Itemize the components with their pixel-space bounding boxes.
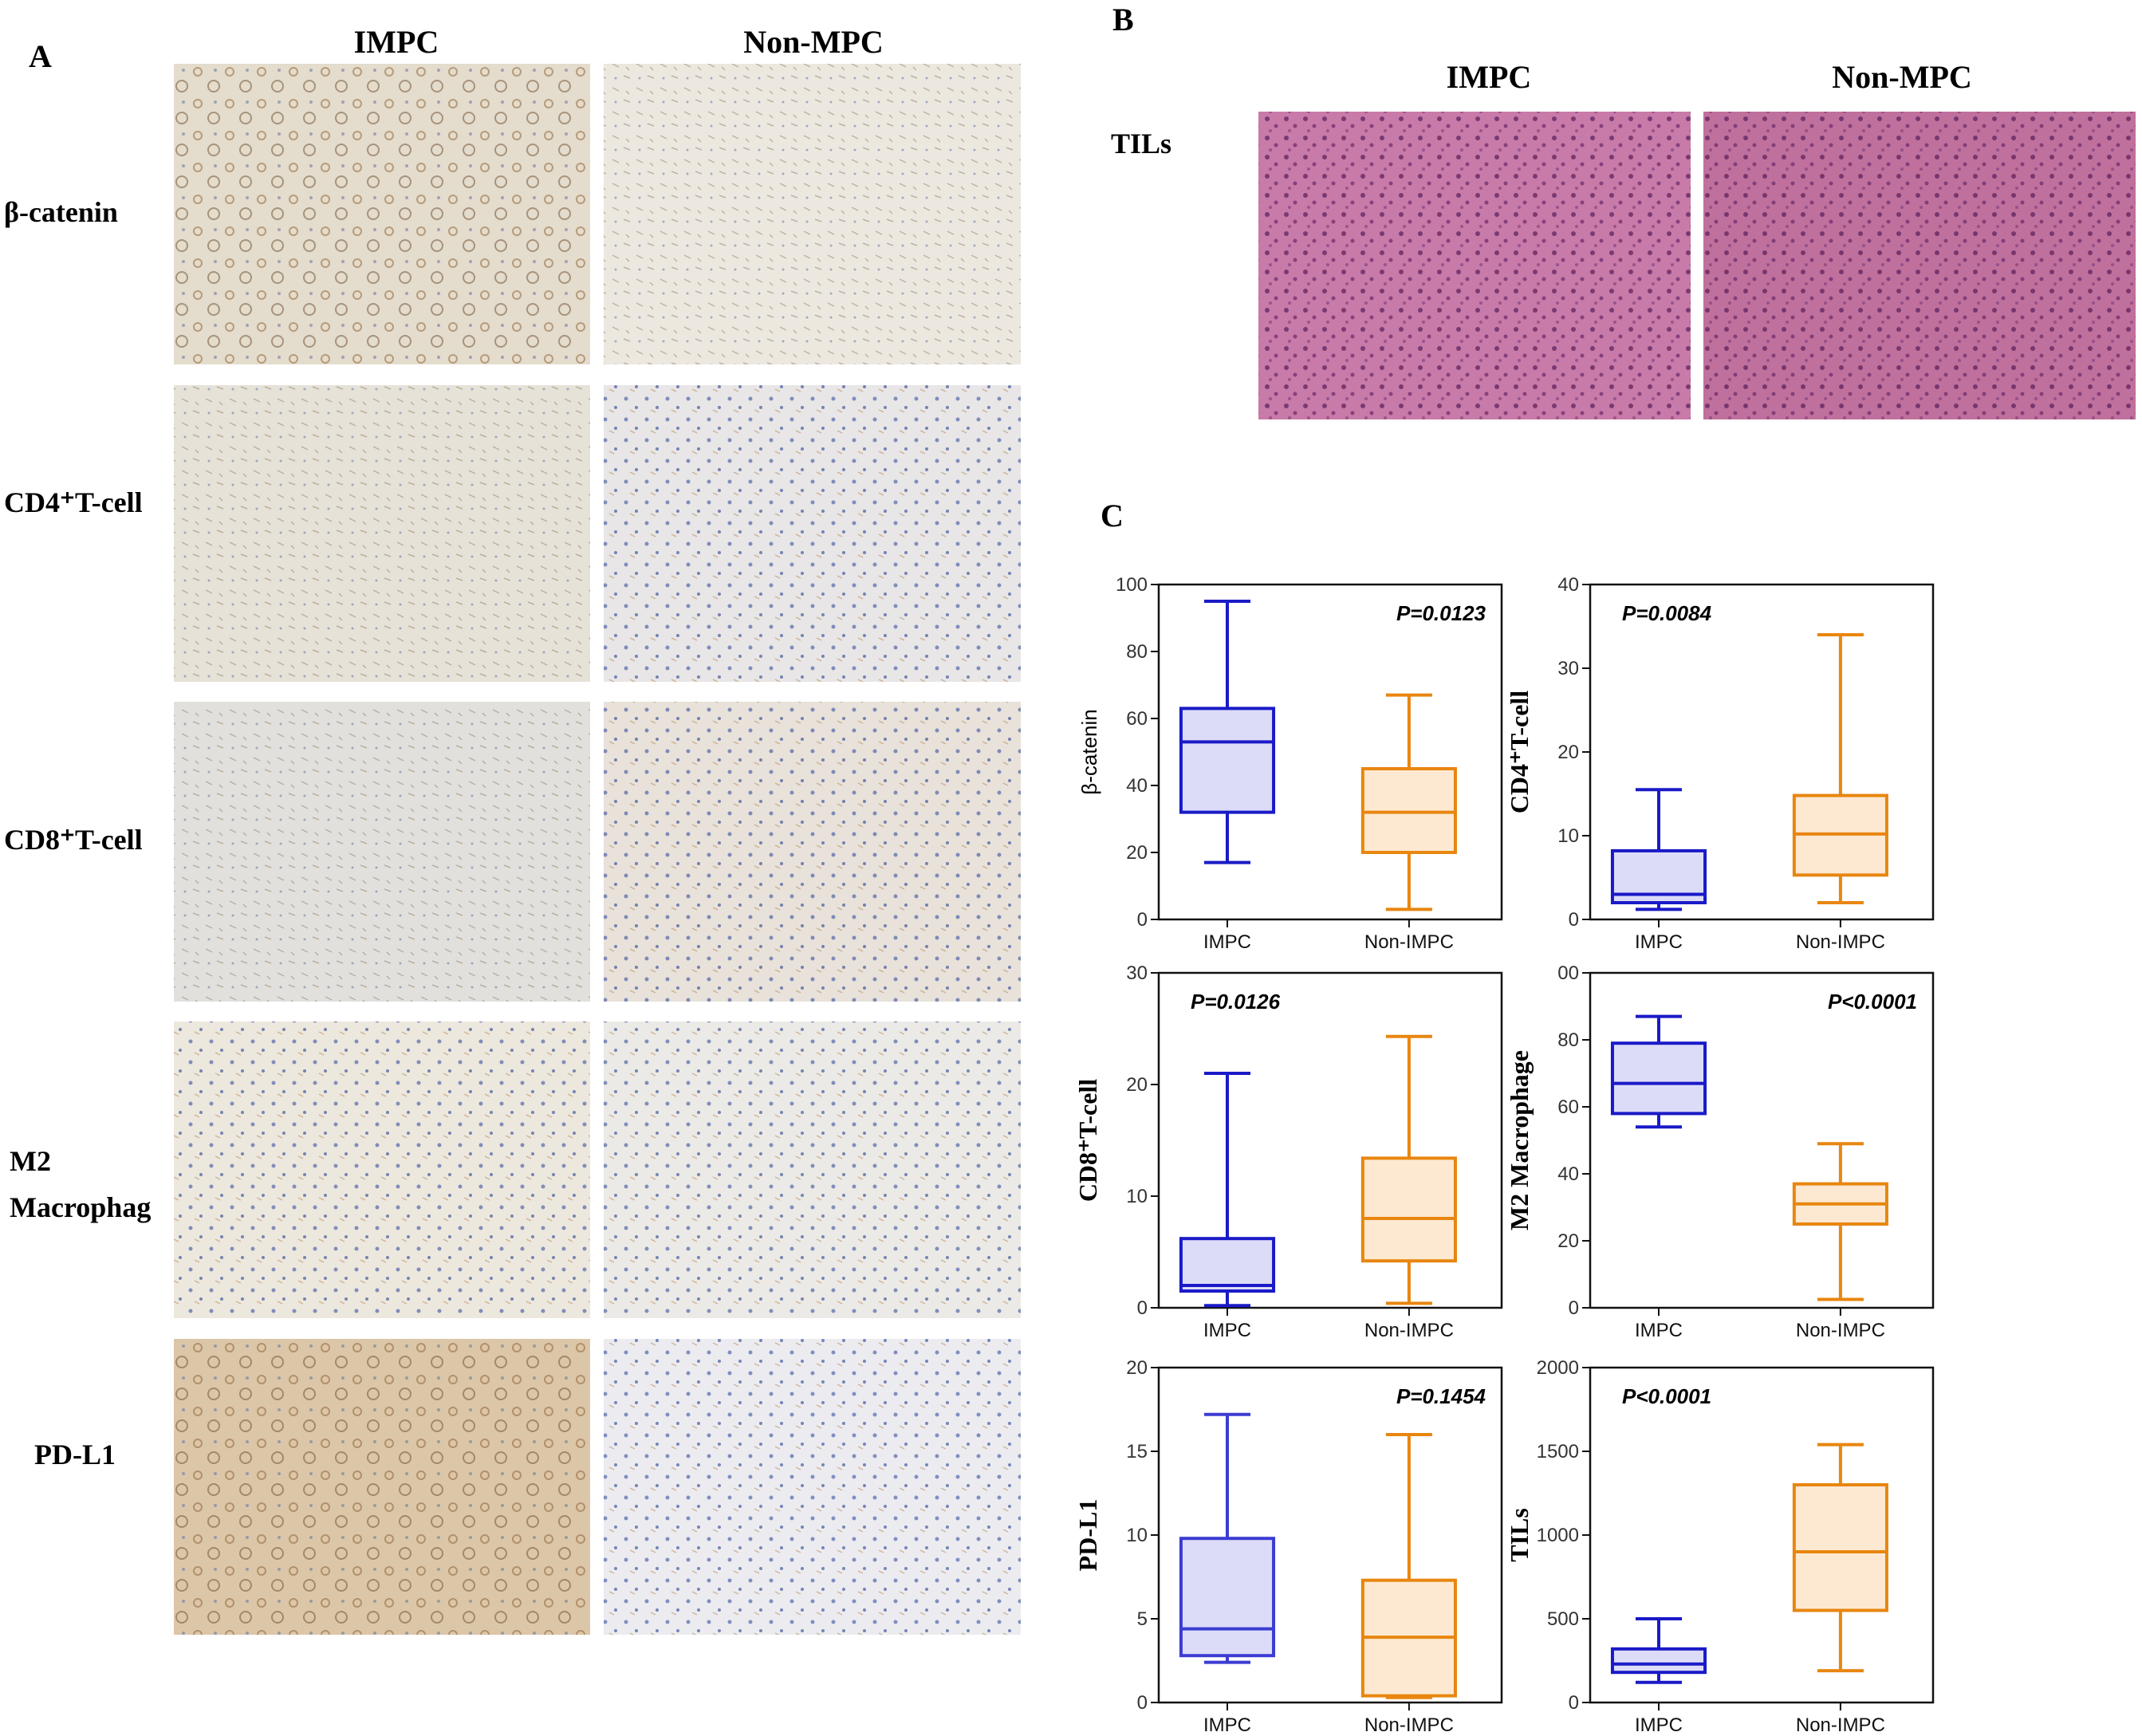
y-tick-label: 20 — [1557, 1230, 1579, 1252]
p-value: P=0.0123 — [1396, 601, 1486, 625]
y-tick-label: 0 — [1569, 909, 1579, 931]
y-tick-label: 80 — [1557, 1029, 1579, 1051]
x-tick-label: IMPC — [1203, 1714, 1251, 1736]
box — [1360, 1156, 1457, 1263]
y-tick-label: 30 — [1126, 962, 1148, 984]
box — [1792, 1483, 1888, 1612]
x-tick-label: Non-IMPC — [1796, 1320, 1885, 1341]
row-label: M2 — [10, 1145, 51, 1177]
y-tick-label: 40 — [1557, 1163, 1579, 1185]
column-header: Non-MPC — [1832, 59, 1972, 95]
y-tick-label: 10 — [1557, 825, 1579, 847]
box — [1360, 767, 1457, 854]
y-tick-label: 0 — [1137, 1297, 1148, 1319]
y-tick-label: 00 — [1557, 962, 1579, 984]
x-tick-label: IMPC — [1203, 931, 1251, 953]
micrograph-texture — [174, 1022, 590, 1318]
x-tick-label: IMPC — [1635, 931, 1683, 953]
column-header: IMPC — [354, 24, 439, 60]
box — [1179, 707, 1276, 814]
micrograph-texture — [604, 1339, 1021, 1635]
row-label: CD4⁺T-cell — [4, 486, 143, 518]
y-tick-label: 20 — [1126, 1357, 1148, 1379]
column-header: IMPC — [1447, 59, 1532, 95]
y-axis-label: CD4⁺T-cell — [1505, 691, 1534, 813]
y-tick-label: 20 — [1126, 842, 1148, 864]
micrograph-texture — [174, 1339, 590, 1635]
y-tick-label: 30 — [1557, 658, 1579, 679]
y-tick-label: 1000 — [1537, 1525, 1579, 1546]
micrograph-texture — [604, 702, 1021, 1002]
y-axis-label: M2 Macrophage — [1505, 1050, 1534, 1230]
x-tick-label: Non-IMPC — [1364, 931, 1454, 953]
plot-frame — [1589, 971, 1935, 1309]
x-tick-label: Non-IMPC — [1796, 931, 1885, 953]
y-tick-label: 1500 — [1537, 1441, 1579, 1462]
p-value: P<0.0001 — [1828, 990, 1917, 1014]
y-tick-label: 40 — [1557, 574, 1579, 596]
column-header: Non-MPC — [743, 24, 884, 60]
row-label: CD8⁺T-cell — [4, 824, 143, 856]
box — [1179, 1237, 1276, 1293]
micrograph-texture — [174, 385, 590, 682]
x-tick-label: Non-IMPC — [1796, 1714, 1885, 1736]
row-label: β-catenin — [4, 196, 118, 228]
micrograph-texture — [604, 1022, 1021, 1318]
x-tick-label: IMPC — [1203, 1320, 1251, 1341]
micrograph-texture — [174, 64, 590, 364]
p-value: P=0.0126 — [1191, 990, 1281, 1014]
box — [1179, 1537, 1276, 1658]
y-tick-label: 20 — [1126, 1074, 1148, 1096]
y-axis-label: β-catenin — [1077, 709, 1101, 794]
micrograph-texture — [1703, 112, 2136, 419]
x-tick-label: IMPC — [1635, 1714, 1683, 1736]
row-label: TILs — [1111, 128, 1171, 159]
x-tick-label: Non-IMPC — [1364, 1320, 1454, 1341]
x-tick-label: Non-IMPC — [1364, 1714, 1454, 1736]
y-tick-label: 100 — [1116, 574, 1148, 596]
panel-label: C — [1101, 498, 1124, 533]
panel-label: A — [29, 38, 52, 74]
y-tick-label: 40 — [1126, 775, 1148, 797]
p-value: P=0.1454 — [1396, 1384, 1486, 1408]
panel-label: B — [1112, 2, 1134, 37]
micrograph-texture — [1258, 112, 1691, 419]
micrograph-texture — [604, 64, 1021, 364]
y-tick-label: 15 — [1126, 1441, 1148, 1462]
y-tick-label: 5 — [1137, 1608, 1148, 1630]
y-tick-label: 0 — [1137, 909, 1148, 931]
y-tick-label: 500 — [1547, 1608, 1579, 1630]
y-axis-label: PD-L1 — [1073, 1499, 1102, 1572]
y-tick-label: 60 — [1557, 1096, 1579, 1118]
micrograph-texture — [604, 385, 1021, 682]
micrograph-texture — [174, 702, 590, 1002]
micrographs — [174, 64, 2136, 1635]
y-tick-label: 10 — [1126, 1525, 1148, 1546]
y-axis-label: TILs — [1505, 1508, 1534, 1562]
p-value: P<0.0001 — [1622, 1384, 1711, 1408]
box — [1610, 1647, 1707, 1675]
y-tick-label: 2000 — [1537, 1357, 1579, 1379]
y-tick-label: 0 — [1569, 1297, 1579, 1319]
y-tick-label: 60 — [1126, 708, 1148, 730]
y-tick-label: 10 — [1126, 1186, 1148, 1207]
p-value: P=0.0084 — [1622, 601, 1712, 625]
y-tick-label: 20 — [1557, 742, 1579, 763]
y-tick-label: 80 — [1126, 641, 1148, 663]
x-tick-label: IMPC — [1635, 1320, 1683, 1341]
y-tick-label: 0 — [1137, 1692, 1148, 1714]
y-tick-label: 0 — [1569, 1692, 1579, 1714]
row-label: Macrophag — [10, 1191, 151, 1223]
y-axis-label: CD8⁺T-cell — [1073, 1079, 1102, 1202]
plot-frame — [1157, 971, 1503, 1309]
box — [1610, 1041, 1707, 1116]
row-label: PD-L1 — [34, 1439, 116, 1470]
plot-frame — [1157, 583, 1503, 921]
